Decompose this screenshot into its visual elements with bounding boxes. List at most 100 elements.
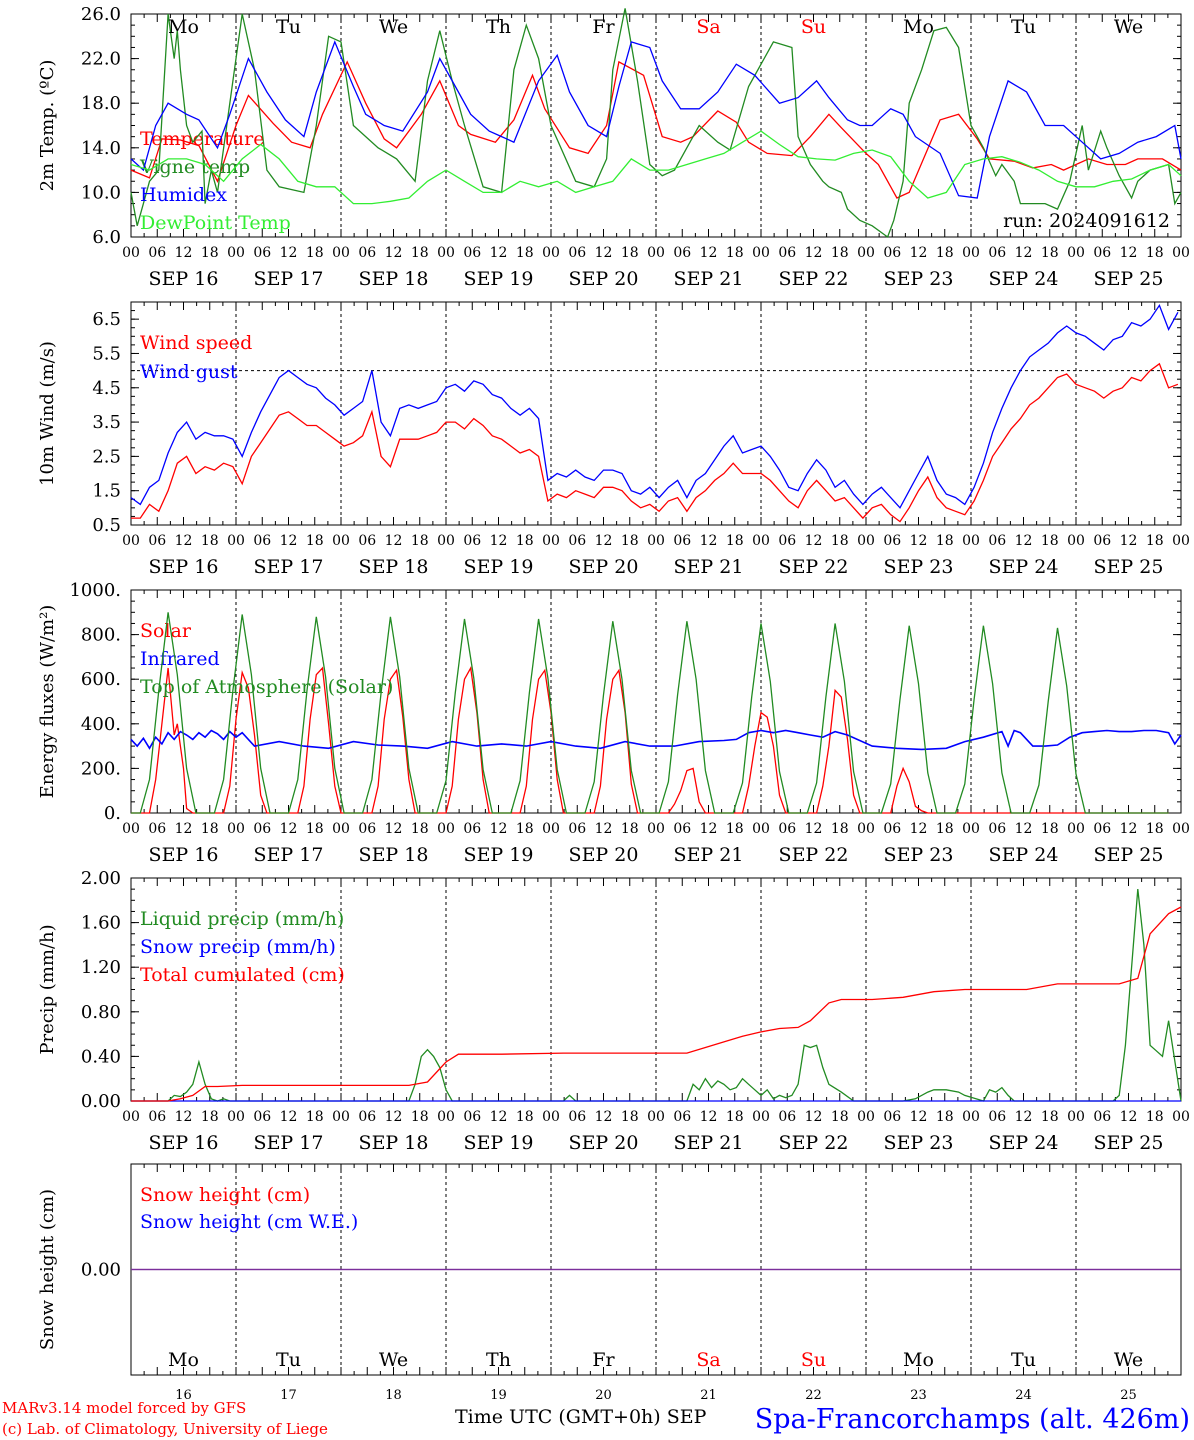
hour-tick-label: 00 bbox=[122, 245, 140, 261]
hour-tick-label: 06 bbox=[1093, 1109, 1111, 1125]
y-tick-label: 1.5 bbox=[92, 481, 121, 502]
hour-tick-label: 12 bbox=[490, 533, 508, 549]
hour-tick-label: 06 bbox=[358, 245, 376, 261]
legend-entry: DewPoint Temp bbox=[140, 212, 291, 234]
date-label: SEP 17 bbox=[254, 1132, 324, 1154]
y-tick-label: 400. bbox=[81, 714, 121, 735]
hour-tick-label: 06 bbox=[148, 533, 166, 549]
hour-tick-label: 12 bbox=[700, 245, 718, 261]
weekday-label: Fr bbox=[592, 1349, 615, 1371]
hour-tick-label: 00 bbox=[437, 245, 455, 261]
series-line bbox=[130, 8, 1182, 239]
hour-tick-label: 00 bbox=[542, 533, 560, 549]
hour-tick-label: 18 bbox=[411, 821, 429, 837]
hour-tick-label: 06 bbox=[358, 821, 376, 837]
date-label: SEP 19 bbox=[464, 556, 534, 578]
hour-tick-label: 18 bbox=[621, 1109, 639, 1125]
hour-tick-label: 06 bbox=[673, 533, 691, 549]
hour-tick-label: 06 bbox=[883, 245, 901, 261]
date-label: SEP 23 bbox=[884, 844, 954, 866]
date-label: SEP 20 bbox=[569, 268, 639, 290]
series-line bbox=[130, 130, 1182, 205]
hour-tick-label: 00 bbox=[752, 1109, 770, 1125]
hour-tick-label: 00 bbox=[752, 533, 770, 549]
day-number: 23 bbox=[910, 1388, 927, 1403]
hour-tick-label: 12 bbox=[175, 533, 193, 549]
legend-entry: Humidex bbox=[140, 184, 227, 206]
hour-tick-label: 12 bbox=[805, 245, 823, 261]
hour-tick-label: 12 bbox=[700, 1109, 718, 1125]
hour-tick-label: 00 bbox=[542, 245, 560, 261]
weekday-label: Mo bbox=[168, 1349, 199, 1371]
hour-tick-label: 00 bbox=[962, 821, 980, 837]
hour-tick-label: 00 bbox=[857, 245, 875, 261]
date-label: SEP 21 bbox=[674, 556, 744, 578]
date-label: SEP 25 bbox=[1094, 268, 1164, 290]
hour-tick-label: 18 bbox=[621, 533, 639, 549]
hour-tick-label: 06 bbox=[778, 1109, 796, 1125]
legend-entry: Snow precip (mm/h) bbox=[140, 936, 336, 958]
hour-tick-label: 12 bbox=[700, 533, 718, 549]
hour-tick-label: 00 bbox=[332, 821, 350, 837]
date-label: SEP 21 bbox=[674, 1132, 744, 1154]
date-label: SEP 20 bbox=[569, 556, 639, 578]
y-tick-label: 0.40 bbox=[81, 1046, 121, 1067]
y-tick-label: 0.00 bbox=[81, 1091, 121, 1112]
date-label: SEP 16 bbox=[149, 268, 219, 290]
hour-tick-label: 12 bbox=[490, 821, 508, 837]
hour-tick-label: 12 bbox=[910, 821, 928, 837]
weekday-label: We bbox=[1114, 1349, 1143, 1371]
hour-tick-label: 06 bbox=[358, 533, 376, 549]
hour-tick-label: 18 bbox=[201, 245, 219, 261]
hour-tick-label: 06 bbox=[673, 245, 691, 261]
hour-tick-label: 00 bbox=[1172, 533, 1190, 549]
hour-tick-label: 06 bbox=[463, 245, 481, 261]
hour-tick-label: 00 bbox=[542, 821, 560, 837]
hour-tick-label: 06 bbox=[568, 821, 586, 837]
hour-tick-label: 06 bbox=[883, 1109, 901, 1125]
hour-tick-label: 18 bbox=[936, 1109, 954, 1125]
date-label: SEP 21 bbox=[674, 268, 744, 290]
hour-tick-label: 12 bbox=[595, 1109, 613, 1125]
date-label: SEP 24 bbox=[989, 268, 1059, 290]
x-axis-label: Time UTC (GMT+0h) SEP bbox=[455, 1406, 707, 1428]
hour-tick-label: 12 bbox=[175, 1109, 193, 1125]
date-label: SEP 18 bbox=[359, 556, 429, 578]
y-tick-label: 10.0 bbox=[81, 182, 121, 203]
hour-tick-label: 12 bbox=[490, 245, 508, 261]
hour-tick-label: 06 bbox=[358, 1109, 376, 1125]
y-tick-label: 0.00 bbox=[81, 1260, 121, 1281]
weekday-label: Mo bbox=[903, 1349, 934, 1371]
hour-tick-label: 18 bbox=[516, 245, 534, 261]
hour-tick-label: 00 bbox=[332, 245, 350, 261]
hour-tick-label: 12 bbox=[1015, 533, 1033, 549]
weekday-label: Tu bbox=[276, 1349, 301, 1371]
weekday-label: We bbox=[379, 1349, 408, 1371]
hour-tick-label: 12 bbox=[595, 533, 613, 549]
weekday-label: Fr bbox=[592, 16, 615, 38]
series-line bbox=[131, 906, 1182, 1102]
hour-tick-label: 18 bbox=[201, 533, 219, 549]
weekday-label: Tu bbox=[1011, 1349, 1036, 1371]
panel-5: 0.00 Snow height (cm) Snow height (cm) Snow… bbox=[37, 1163, 1182, 1403]
weekday-label: Sa bbox=[696, 1349, 720, 1371]
date-label: SEP 22 bbox=[779, 268, 849, 290]
hour-tick-label: 18 bbox=[936, 245, 954, 261]
y-tick-label: 2.00 bbox=[81, 868, 121, 889]
hour-tick-label: 00 bbox=[437, 1109, 455, 1125]
hour-tick-label: 18 bbox=[516, 533, 534, 549]
series-line bbox=[131, 362, 1179, 523]
hour-tick-label: 00 bbox=[857, 1109, 875, 1125]
date-label: SEP 24 bbox=[989, 556, 1059, 578]
hour-tick-label: 12 bbox=[385, 821, 403, 837]
y-tick-label: 4.5 bbox=[92, 378, 121, 399]
hour-tick-label: 00 bbox=[122, 533, 140, 549]
hour-tick-label: 18 bbox=[306, 821, 324, 837]
hour-tick-label: 18 bbox=[411, 245, 429, 261]
hour-tick-label: 12 bbox=[1015, 821, 1033, 837]
hour-tick-label: 06 bbox=[463, 1109, 481, 1125]
hour-tick-label: 18 bbox=[516, 1109, 534, 1125]
legend-entry: Vigne temp bbox=[139, 156, 250, 178]
date-label: SEP 17 bbox=[254, 268, 324, 290]
hour-tick-label: 12 bbox=[910, 1109, 928, 1125]
